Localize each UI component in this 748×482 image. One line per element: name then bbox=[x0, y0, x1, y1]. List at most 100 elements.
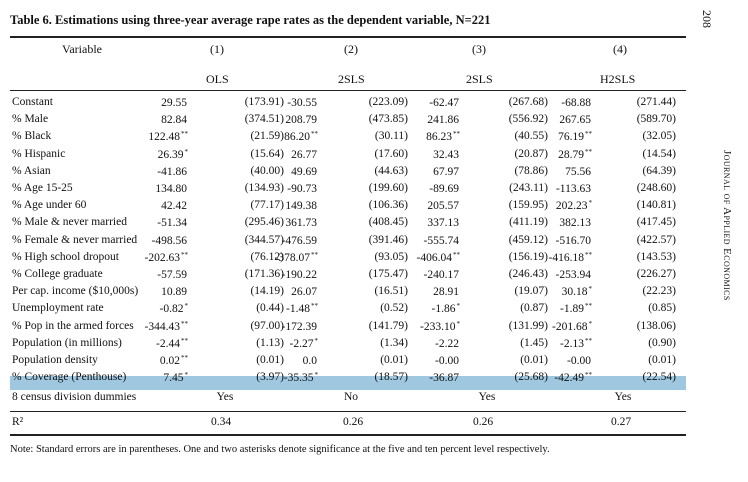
standard-error-1: (374.51) bbox=[244, 113, 284, 126]
significance-marker: ** bbox=[181, 250, 188, 259]
coefficient-1: -57.59 bbox=[128, 268, 188, 281]
coefficient-value: -202.63 bbox=[144, 251, 180, 264]
coefficient-value: -476.59 bbox=[281, 234, 317, 247]
standard-error-4: (0.01) bbox=[648, 354, 676, 366]
standard-error-4: (22.54) bbox=[642, 371, 676, 384]
coefficient-value: -1.89 bbox=[560, 303, 584, 316]
coefficient-1: 0.02** bbox=[128, 354, 188, 367]
coefficient-3: 86.23** bbox=[400, 130, 460, 143]
coefficient-value: -172.39 bbox=[281, 320, 317, 333]
table-row: % Male & never married -51.34 (295.46) 361.… bbox=[0, 216, 748, 233]
standard-error-4: (14.54) bbox=[642, 147, 676, 160]
table-row: Unemployment rate -0.82* (0.44) -1.48** (0.5… bbox=[0, 302, 748, 319]
method-h2sls: H2SLS bbox=[600, 72, 636, 86]
row-label: % Hispanic bbox=[12, 147, 66, 160]
coefficient-value: -42.49 bbox=[554, 372, 584, 385]
coefficient-2: 26.77 bbox=[258, 148, 318, 161]
standard-error-4: (22.23) bbox=[642, 285, 676, 298]
row-label: Constant bbox=[12, 96, 53, 108]
standard-error-3: (0.01) bbox=[520, 354, 548, 366]
row-label: % Pop in the armed forces bbox=[12, 319, 134, 332]
coefficient-value: 28.91 bbox=[433, 286, 459, 299]
coefficient-value: 361.73 bbox=[285, 217, 317, 230]
coefficient-value: -51.34 bbox=[157, 217, 187, 230]
standard-error-2: (0.01) bbox=[380, 354, 408, 366]
coefficient-2: 0.0 bbox=[258, 354, 318, 367]
coefficient-4: 30.18* bbox=[532, 285, 592, 298]
header-rule bbox=[10, 90, 686, 91]
coefficient-value: -68.88 bbox=[561, 97, 591, 109]
bottom-rule bbox=[10, 434, 686, 436]
row-label: Population (in millions) bbox=[12, 336, 122, 349]
standard-error-4: (226.27) bbox=[636, 268, 676, 280]
coefficient-3: 32.43 bbox=[400, 148, 460, 161]
coefficient-value: 67.97 bbox=[433, 165, 459, 178]
coefficient-value: -0.00 bbox=[567, 355, 591, 367]
coefficient-3: -0.00 bbox=[400, 354, 460, 367]
row-label: % Black bbox=[12, 130, 52, 143]
r2-value-4: 0.27 bbox=[610, 416, 632, 428]
coefficient-3: 337.13 bbox=[400, 216, 460, 229]
coefficient-value: -233.10 bbox=[420, 320, 456, 333]
coefficient-2: 149.38 bbox=[258, 199, 318, 212]
coefficient-3: 28.91 bbox=[400, 285, 460, 298]
col-number-1: (1) bbox=[210, 42, 224, 56]
table-title: Table 6. Estimations using three-year av… bbox=[10, 13, 491, 27]
significance-marker: * bbox=[456, 319, 461, 328]
standard-error-2: (175.47) bbox=[368, 268, 408, 280]
row-label: % Male & never married bbox=[12, 216, 127, 229]
table-row: % Asian -41.86 (40.00) 49.69 (44.63) 67.97 (78… bbox=[0, 165, 748, 182]
coefficient-value: -113.63 bbox=[555, 183, 591, 195]
standard-error-2: (30.11) bbox=[374, 130, 408, 143]
row-label: Per cap. income ($10,000s) bbox=[12, 285, 139, 298]
standard-error-1: (21.59) bbox=[250, 130, 284, 143]
standard-error-3: (246.43) bbox=[508, 268, 548, 280]
coefficient-value: 208.79 bbox=[285, 114, 317, 127]
coefficient-4: -253.94 bbox=[532, 268, 592, 281]
standard-error-3: (131.99) bbox=[508, 319, 548, 332]
coefficient-3: -233.10* bbox=[400, 320, 460, 333]
significance-marker: ** bbox=[311, 302, 318, 311]
coefficient-2: 208.79 bbox=[258, 113, 318, 126]
coefficient-value: -2.22 bbox=[435, 337, 459, 350]
row-label: % Coverage (Penthouse) bbox=[12, 371, 127, 384]
coefficient-value: -2.27 bbox=[289, 337, 314, 350]
coefficient-value: -2.13 bbox=[560, 337, 584, 350]
standard-error-4: (589.70) bbox=[636, 113, 676, 126]
standard-error-3: (78.86) bbox=[514, 164, 548, 177]
coefficient-1: -498.56 bbox=[128, 234, 188, 247]
page-number: 208 bbox=[700, 10, 714, 28]
coefficient-value: -516.70 bbox=[555, 234, 591, 247]
coefficient-1: -41.86 bbox=[128, 165, 188, 178]
coefficient-value: 28.79 bbox=[558, 148, 584, 161]
standard-error-1: (0.44) bbox=[256, 302, 284, 315]
standard-error-1: (171.36) bbox=[244, 268, 284, 280]
coefficient-3: -89.69 bbox=[400, 182, 460, 195]
standard-error-1: (40.00) bbox=[250, 164, 284, 177]
significance-marker: * bbox=[184, 147, 189, 156]
coefficient-value: 86.23 bbox=[426, 131, 452, 144]
method-2sls-b: 2SLS bbox=[466, 72, 493, 86]
standard-error-1: (295.46) bbox=[244, 216, 284, 229]
coefficient-2: -190.22 bbox=[258, 268, 318, 281]
standard-error-3: (25.68) bbox=[514, 371, 548, 384]
table-row: Population density 0.02** (0.01) 0.0 (0.01) -… bbox=[0, 354, 748, 371]
coefficient-value: -2.44 bbox=[156, 337, 180, 350]
coefficient-1: 42.42 bbox=[128, 199, 188, 212]
standard-error-2: (473.85) bbox=[368, 113, 408, 126]
r2-value-3: 0.26 bbox=[472, 416, 494, 428]
coefficient-value: -41.86 bbox=[157, 165, 187, 178]
coefficient-value: 0.02 bbox=[159, 355, 180, 367]
coefficient-1: 134.80 bbox=[128, 182, 188, 195]
standard-error-2: (93.05) bbox=[374, 250, 408, 263]
coefficient-1: -344.43** bbox=[128, 320, 188, 333]
coefficient-value: -0.82 bbox=[159, 303, 184, 316]
significance-marker: ** bbox=[181, 130, 188, 139]
standard-error-4: (271.44) bbox=[636, 96, 676, 108]
standard-error-4: (248.60) bbox=[636, 182, 676, 194]
coefficient-value: -240.17 bbox=[423, 269, 459, 281]
coefficient-value: 26.39 bbox=[157, 148, 184, 161]
coefficient-4: 28.79** bbox=[532, 148, 592, 161]
standard-error-2: (0.52) bbox=[380, 302, 408, 315]
coefficient-value: -90.73 bbox=[287, 183, 317, 195]
